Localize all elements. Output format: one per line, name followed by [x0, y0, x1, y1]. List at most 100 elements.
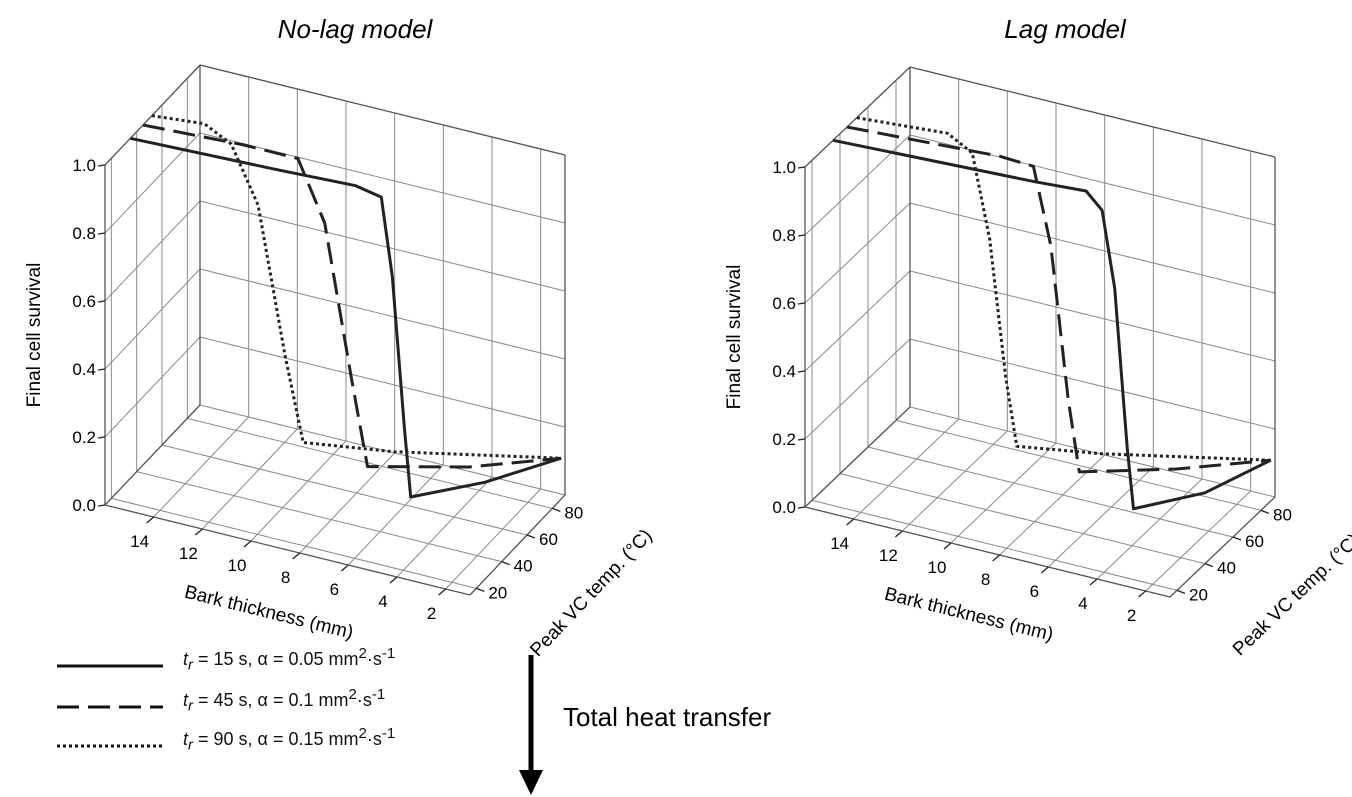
- plot-no-lag: 0.0 0.2 0.4 0.6 0.8 1.0 14 12 10 8 6 4 2 20 40 60 80 Fina…: [24, 14, 657, 661]
- z-tick-label: 0.4: [772, 362, 796, 381]
- axis-edge: [804, 406, 911, 508]
- y-tick: [476, 587, 485, 592]
- x-tick-label: 4: [378, 592, 387, 611]
- x-tick: [943, 542, 952, 550]
- wall-gridline: [104, 336, 201, 438]
- z-tick: [97, 368, 106, 371]
- floor-gridline: [867, 446, 1234, 538]
- x-tick-label: 8: [981, 570, 990, 589]
- series-line-dashed: [142, 123, 562, 469]
- y-tick: [1260, 509, 1270, 514]
- wall-gridline: [804, 270, 911, 372]
- z-tick: [797, 166, 806, 169]
- legend-entry-label: tr = 90 s, α = 0.15 mm2·s-1: [183, 725, 395, 754]
- heat-transfer-arrow-head: [519, 770, 543, 795]
- plot-title: No-lag model: [278, 14, 434, 44]
- x-tick-label: 14: [130, 532, 149, 551]
- x-tick: [1138, 590, 1147, 598]
- floor-gridline: [1047, 466, 1154, 568]
- x-tick-label: 4: [1078, 594, 1087, 613]
- floor-gridline: [153, 416, 250, 518]
- z-tick: [97, 164, 106, 167]
- y-tick: [1204, 563, 1214, 568]
- floor-gridline: [250, 440, 347, 542]
- y-tick-label: 80: [564, 503, 583, 522]
- x-tick: [194, 528, 203, 536]
- axis-edge: [804, 506, 1171, 598]
- floor-gridline: [1096, 478, 1203, 580]
- x-tick: [992, 554, 1001, 562]
- floor-gridline: [853, 418, 960, 520]
- y-tick-label: 80: [1273, 505, 1292, 524]
- floor-gridline: [136, 471, 502, 563]
- floor-gridline: [201, 428, 298, 530]
- x-tick: [846, 518, 855, 526]
- x-tick: [292, 552, 301, 560]
- x-tick-label: 12: [179, 544, 198, 563]
- x-tick-label: 14: [830, 534, 849, 553]
- series-line-solid: [832, 138, 1272, 511]
- x-tick: [1089, 578, 1098, 586]
- floor-gridline: [161, 444, 528, 536]
- wall-gridline: [909, 270, 1276, 362]
- z-tick-label: 0.2: [72, 428, 96, 447]
- legend-entry-label: tr = 45 s, α = 0.1 mm2·s-1: [183, 686, 386, 715]
- floor-gridline: [999, 454, 1106, 556]
- legend-label-text: tr = 15 s, α = 0.05 mm2·s-1: [183, 645, 396, 674]
- z-tick: [97, 232, 106, 235]
- series-line-dotted: [856, 116, 1271, 462]
- wall-gridline: [104, 200, 201, 302]
- y-tick: [1232, 536, 1242, 541]
- z-tick-label: 0.0: [72, 496, 96, 515]
- z-tick-label: 0.6: [72, 292, 96, 311]
- floor-gridline: [299, 452, 396, 554]
- x-tick-label: 6: [1030, 582, 1039, 601]
- y-tick: [552, 507, 561, 512]
- floor-gridline: [187, 417, 553, 509]
- x-tick-label: 2: [427, 604, 436, 623]
- x-tick-label: 6: [330, 580, 339, 599]
- z-tick-label: 0.2: [772, 430, 796, 449]
- wall-gridline: [104, 132, 201, 234]
- floor-gridline: [950, 442, 1057, 544]
- floor-gridline: [445, 488, 542, 590]
- heat-transfer-label: Total heat transfer: [563, 702, 771, 732]
- y-tick-label: 60: [1245, 532, 1264, 551]
- wall-gridline: [104, 268, 201, 370]
- z-tick-label: 0.8: [72, 224, 96, 243]
- y-tick-label: 40: [1217, 559, 1236, 578]
- axis-edge: [104, 504, 471, 596]
- wall-gridline: [199, 336, 566, 428]
- z-tick-label: 0.6: [772, 294, 796, 313]
- series-line-dashed: [846, 125, 1271, 474]
- z-tick-label: 0.8: [772, 226, 796, 245]
- z-tick: [797, 302, 806, 305]
- z-tick: [797, 370, 806, 373]
- x-tick-label: 2: [1127, 606, 1136, 625]
- floor-gridline: [811, 499, 1178, 591]
- x-tick: [894, 530, 903, 538]
- x-tick: [146, 516, 155, 524]
- wall-gridline: [909, 202, 1276, 294]
- y-tick: [501, 561, 510, 566]
- floor-gridline: [111, 497, 477, 589]
- legend-entry-label: tr = 15 s, α = 0.05 mm2·s-1: [183, 645, 396, 674]
- x-tick-label: 12: [879, 546, 898, 565]
- floor-gridline: [901, 430, 1008, 532]
- legend-label-text: tr = 45 s, α = 0.1 mm2·s-1: [183, 686, 386, 715]
- axis-edge: [909, 66, 1276, 158]
- z-tick-label: 0.4: [72, 360, 96, 379]
- axis-edge: [199, 64, 566, 156]
- plot-lag: 0.0 0.2 0.4 0.6 0.8 1.0 14 12 10 8 6 4 2 20 40 60 80 Fina…: [724, 14, 1352, 660]
- wall-gridline: [199, 132, 566, 224]
- x-tick: [1040, 566, 1049, 574]
- axis-edge: [1169, 496, 1276, 598]
- axis-edge: [469, 494, 566, 596]
- z-tick: [797, 506, 806, 509]
- x-tick-label: 10: [228, 556, 247, 575]
- floor-gridline: [1145, 490, 1252, 592]
- x-tick: [389, 576, 398, 584]
- x-tick: [340, 564, 349, 572]
- legend: tr = 15 s, α = 0.05 mm2·s-1 tr = 45 s, α …: [57, 645, 396, 754]
- x-tick: [243, 540, 252, 548]
